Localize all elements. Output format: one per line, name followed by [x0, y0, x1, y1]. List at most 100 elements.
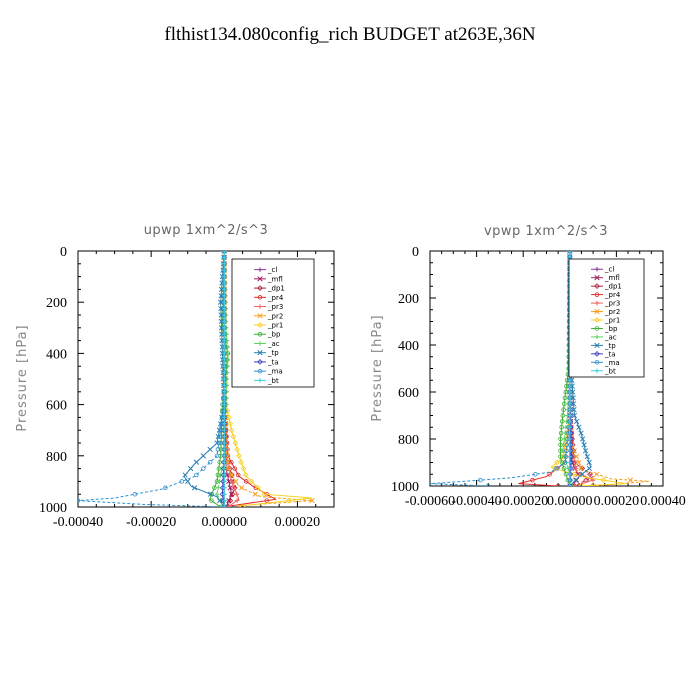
legend-label: _tp: [604, 342, 616, 350]
data-point: [235, 472, 241, 478]
data-point: [257, 359, 263, 365]
data-point: [239, 485, 245, 491]
data-point: [578, 483, 585, 486]
data-point: [257, 331, 263, 337]
data-point: [567, 483, 573, 486]
data-point: [567, 424, 573, 430]
data-point: [582, 448, 589, 454]
data-point: [567, 251, 573, 254]
data-point: [252, 491, 259, 497]
data-point: [239, 504, 246, 507]
data-point: [562, 430, 568, 436]
data-point: [224, 459, 230, 465]
legend-item: _pr2: [591, 308, 620, 316]
data-point: [581, 442, 587, 448]
legend-item: _ac: [591, 333, 617, 341]
data-point: [201, 466, 206, 471]
data-point: [227, 485, 233, 491]
data-point: [225, 504, 231, 507]
data-point: [234, 498, 240, 503]
data-point: [221, 472, 227, 478]
data-point: [191, 485, 198, 491]
data-point: [579, 471, 585, 477]
legend-label: _cl: [267, 266, 277, 274]
data-point: [257, 285, 263, 291]
legend-label: _ta: [267, 358, 279, 366]
data-point: [257, 313, 263, 319]
legend-box: [231, 258, 315, 388]
data-point: [221, 280, 227, 286]
data-point: [566, 483, 573, 486]
y-tick-label: 1000: [391, 480, 419, 495]
legend-item: _bp: [591, 325, 618, 333]
legend-label: _bp: [267, 331, 281, 339]
legend-item: _pr4: [591, 291, 621, 299]
data-point: [179, 479, 185, 484]
data-point: [229, 479, 234, 484]
data-point: [594, 308, 600, 315]
y-tick-label: 600: [46, 399, 67, 414]
data-point: [221, 261, 227, 267]
data-point: [567, 442, 573, 448]
data-point: [567, 430, 574, 436]
x-tick-label: -0.00020: [126, 515, 176, 530]
series-ma: [430, 251, 573, 486]
legend-label: _ma: [604, 359, 620, 367]
data-point: [257, 295, 263, 300]
data-point: [221, 338, 227, 343]
legend-item: _bp: [254, 331, 281, 339]
data-point: [261, 491, 268, 498]
data-point: [555, 483, 561, 486]
data-point: [573, 466, 579, 471]
data-point: [221, 408, 227, 414]
data-point: [569, 483, 575, 486]
data-point: [221, 447, 227, 452]
legend-label: _mfl: [604, 274, 620, 282]
x-tick-label: -0.00040: [452, 494, 502, 509]
legend-box: [568, 258, 645, 378]
data-point: [567, 401, 573, 407]
data-point: [554, 459, 560, 466]
legend-item: _mfl: [591, 274, 620, 282]
legend-label: _pr1: [267, 322, 283, 330]
data-point: [221, 267, 227, 273]
data-point: [221, 440, 227, 446]
data-point: [567, 447, 574, 454]
data-point: [573, 418, 580, 425]
data-point: [227, 420, 234, 427]
data-point: [225, 465, 231, 472]
y-tick-label: 200: [398, 292, 419, 307]
data-point: [214, 491, 220, 497]
data-point: [228, 427, 235, 434]
data-point: [255, 484, 261, 491]
legend-item: _pr2: [254, 312, 283, 320]
data-point: [207, 491, 214, 497]
x-tick-label: -0.00020: [498, 494, 548, 509]
y-tick-label: 0: [60, 245, 67, 260]
data-point: [207, 459, 213, 465]
legend-label: _pr1: [604, 317, 620, 325]
data-point: [226, 478, 232, 485]
data-point: [478, 477, 483, 483]
data-point: [567, 471, 574, 478]
data-point: [559, 419, 565, 424]
legend-label: _ma: [267, 368, 283, 376]
series-bt: [221, 251, 227, 507]
data-point: [221, 459, 227, 465]
data-point: [221, 479, 227, 484]
data-point: [218, 305, 224, 312]
data-point: [594, 368, 600, 374]
data-point: [221, 453, 227, 459]
data-point: [221, 319, 227, 324]
y-tick-label: 400: [46, 347, 67, 362]
legend-item: _pr3: [591, 300, 620, 308]
data-point: [257, 267, 263, 272]
data-point: [567, 395, 573, 401]
data-point: [222, 305, 228, 312]
data-point: [238, 459, 245, 466]
legend-item: _ta: [591, 350, 616, 358]
y-tick-label: 1000: [39, 501, 67, 516]
data-point: [221, 427, 227, 433]
data-point: [221, 421, 227, 427]
data-point: [221, 344, 227, 350]
